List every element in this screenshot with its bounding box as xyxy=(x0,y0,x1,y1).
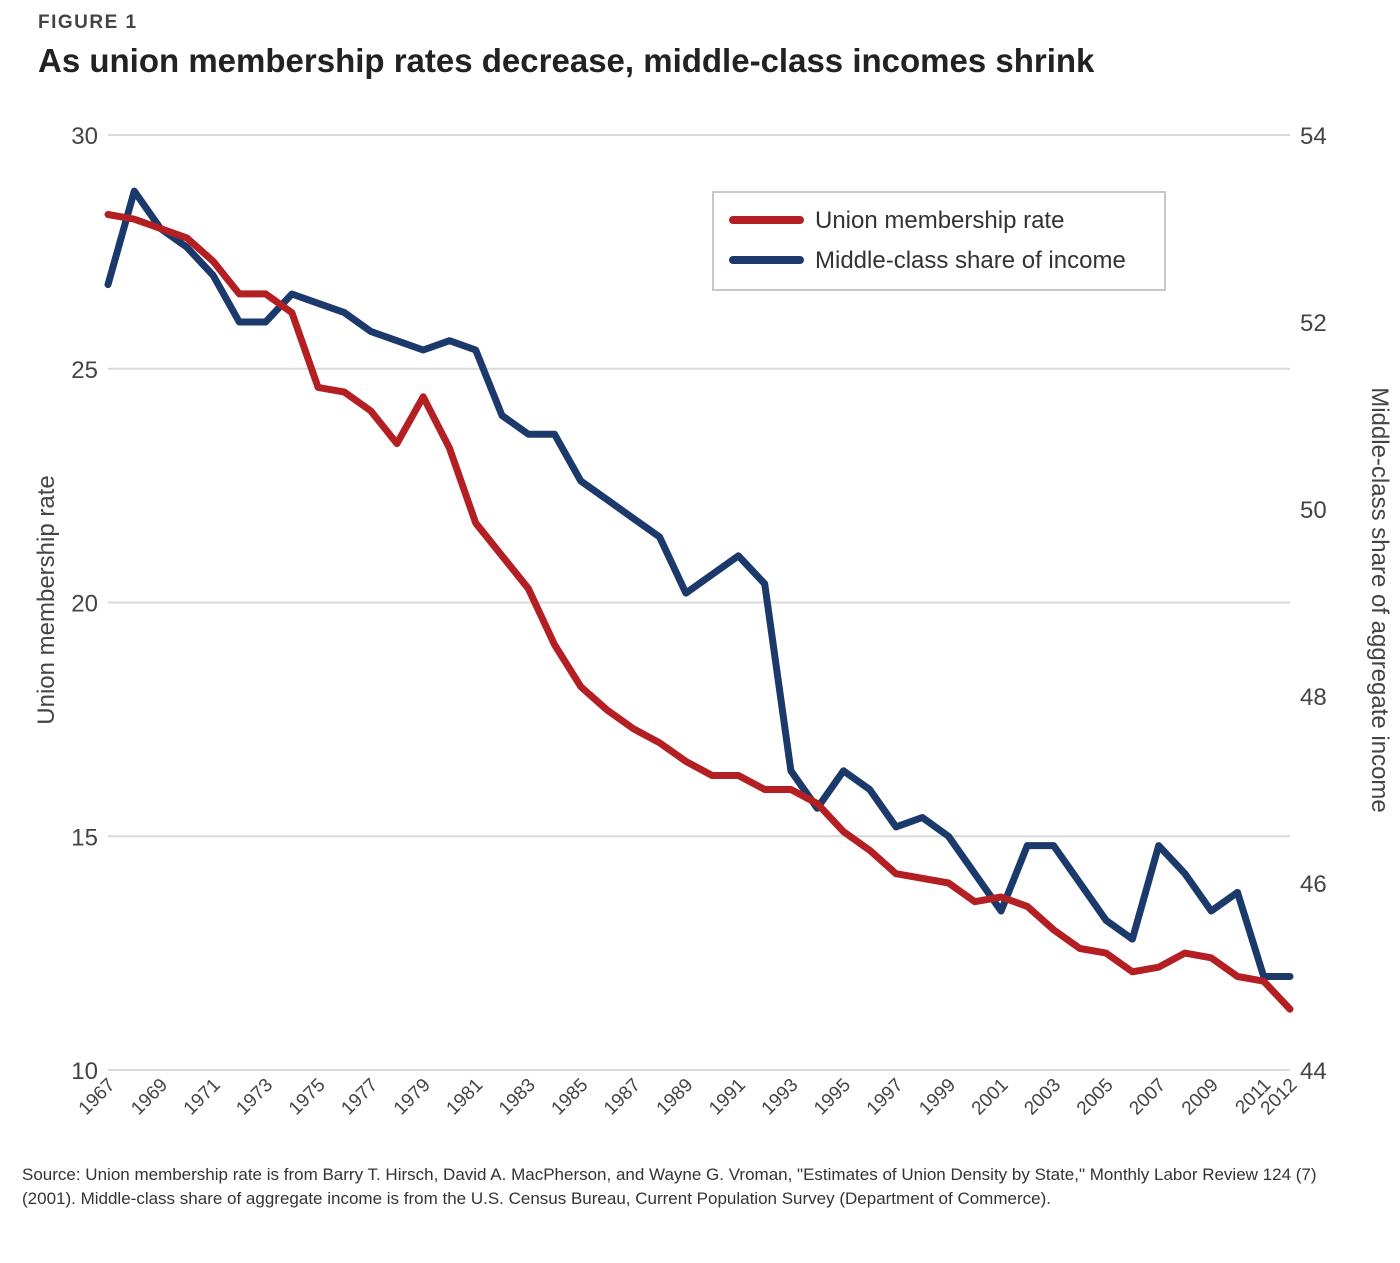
x-tick-label: 1989 xyxy=(653,1075,698,1120)
right-axis-label: Middle-class share of aggregate income xyxy=(1366,387,1393,813)
x-tick-label: 2009 xyxy=(1178,1075,1223,1120)
left-axis-ticks: 10 15 20 25 30 xyxy=(71,123,98,1085)
x-tick-label: 1979 xyxy=(390,1075,435,1120)
left-tick-label: 10 xyxy=(71,1058,98,1085)
x-tick-label: 1969 xyxy=(127,1075,172,1120)
right-tick-label: 52 xyxy=(1300,310,1327,337)
left-tick-label: 20 xyxy=(71,591,98,618)
x-tick-label: 1997 xyxy=(863,1075,908,1120)
union-membership-line xyxy=(104,211,1294,1013)
x-tick-label: 1995 xyxy=(810,1075,855,1120)
right-tick-label: 44 xyxy=(1300,1058,1327,1085)
right-tick-label: 46 xyxy=(1300,871,1327,898)
x-tick-label: 2003 xyxy=(1020,1075,1065,1120)
x-tick-label: 1991 xyxy=(705,1075,750,1120)
x-tick-label: 1981 xyxy=(443,1075,488,1120)
x-tick-label: 1983 xyxy=(495,1075,540,1120)
left-tick-label: 30 xyxy=(71,123,98,150)
x-tick-label: 1985 xyxy=(548,1075,593,1120)
right-tick-label: 50 xyxy=(1300,497,1327,524)
x-tick-label: 1993 xyxy=(758,1075,803,1120)
x-tick-label: 2007 xyxy=(1125,1075,1170,1120)
grid-lines xyxy=(108,134,1290,1071)
right-tick-label: 54 xyxy=(1300,123,1327,150)
legend-label-union: Union membership rate xyxy=(815,207,1064,234)
x-tick-label: 2005 xyxy=(1073,1075,1118,1120)
legend: Union membership rate Middle-class share… xyxy=(712,191,1166,291)
x-tick-label: 1987 xyxy=(600,1075,645,1120)
source-note: Source: Union membership rate is from Ba… xyxy=(22,1165,1317,1208)
chart-title: As union membership rates decrease, midd… xyxy=(38,42,1095,79)
right-axis-ticks: 44 46 48 50 52 54 xyxy=(1300,123,1327,1085)
left-tick-label: 25 xyxy=(71,357,98,384)
right-tick-label: 48 xyxy=(1300,684,1327,711)
series-lines xyxy=(104,187,1294,1013)
x-tick-label: 1975 xyxy=(285,1075,330,1120)
x-tick-label: 1971 xyxy=(180,1075,225,1120)
x-axis-ticks: 1967 1969 1971 1973 1975 1977 1979 1981 1983 1985… xyxy=(75,1075,1302,1120)
x-tick-label: 2001 xyxy=(968,1075,1013,1120)
left-tick-label: 15 xyxy=(71,824,98,851)
figure-label: FIGURE 1 xyxy=(38,12,138,33)
x-tick-label: 1999 xyxy=(915,1075,960,1120)
x-tick-label: 1977 xyxy=(337,1075,382,1120)
middle-class-share-line xyxy=(104,187,1294,980)
legend-box xyxy=(712,191,1166,291)
x-tick-label: 1973 xyxy=(232,1075,277,1120)
dual-axis-line-chart: 10 15 20 25 30 44 46 48 50 52 54 1967 1969 1971 1973… xyxy=(33,123,1393,1120)
legend-label-middle: Middle-class share of income xyxy=(815,247,1126,274)
left-axis-label: Union membership rate xyxy=(33,475,60,724)
